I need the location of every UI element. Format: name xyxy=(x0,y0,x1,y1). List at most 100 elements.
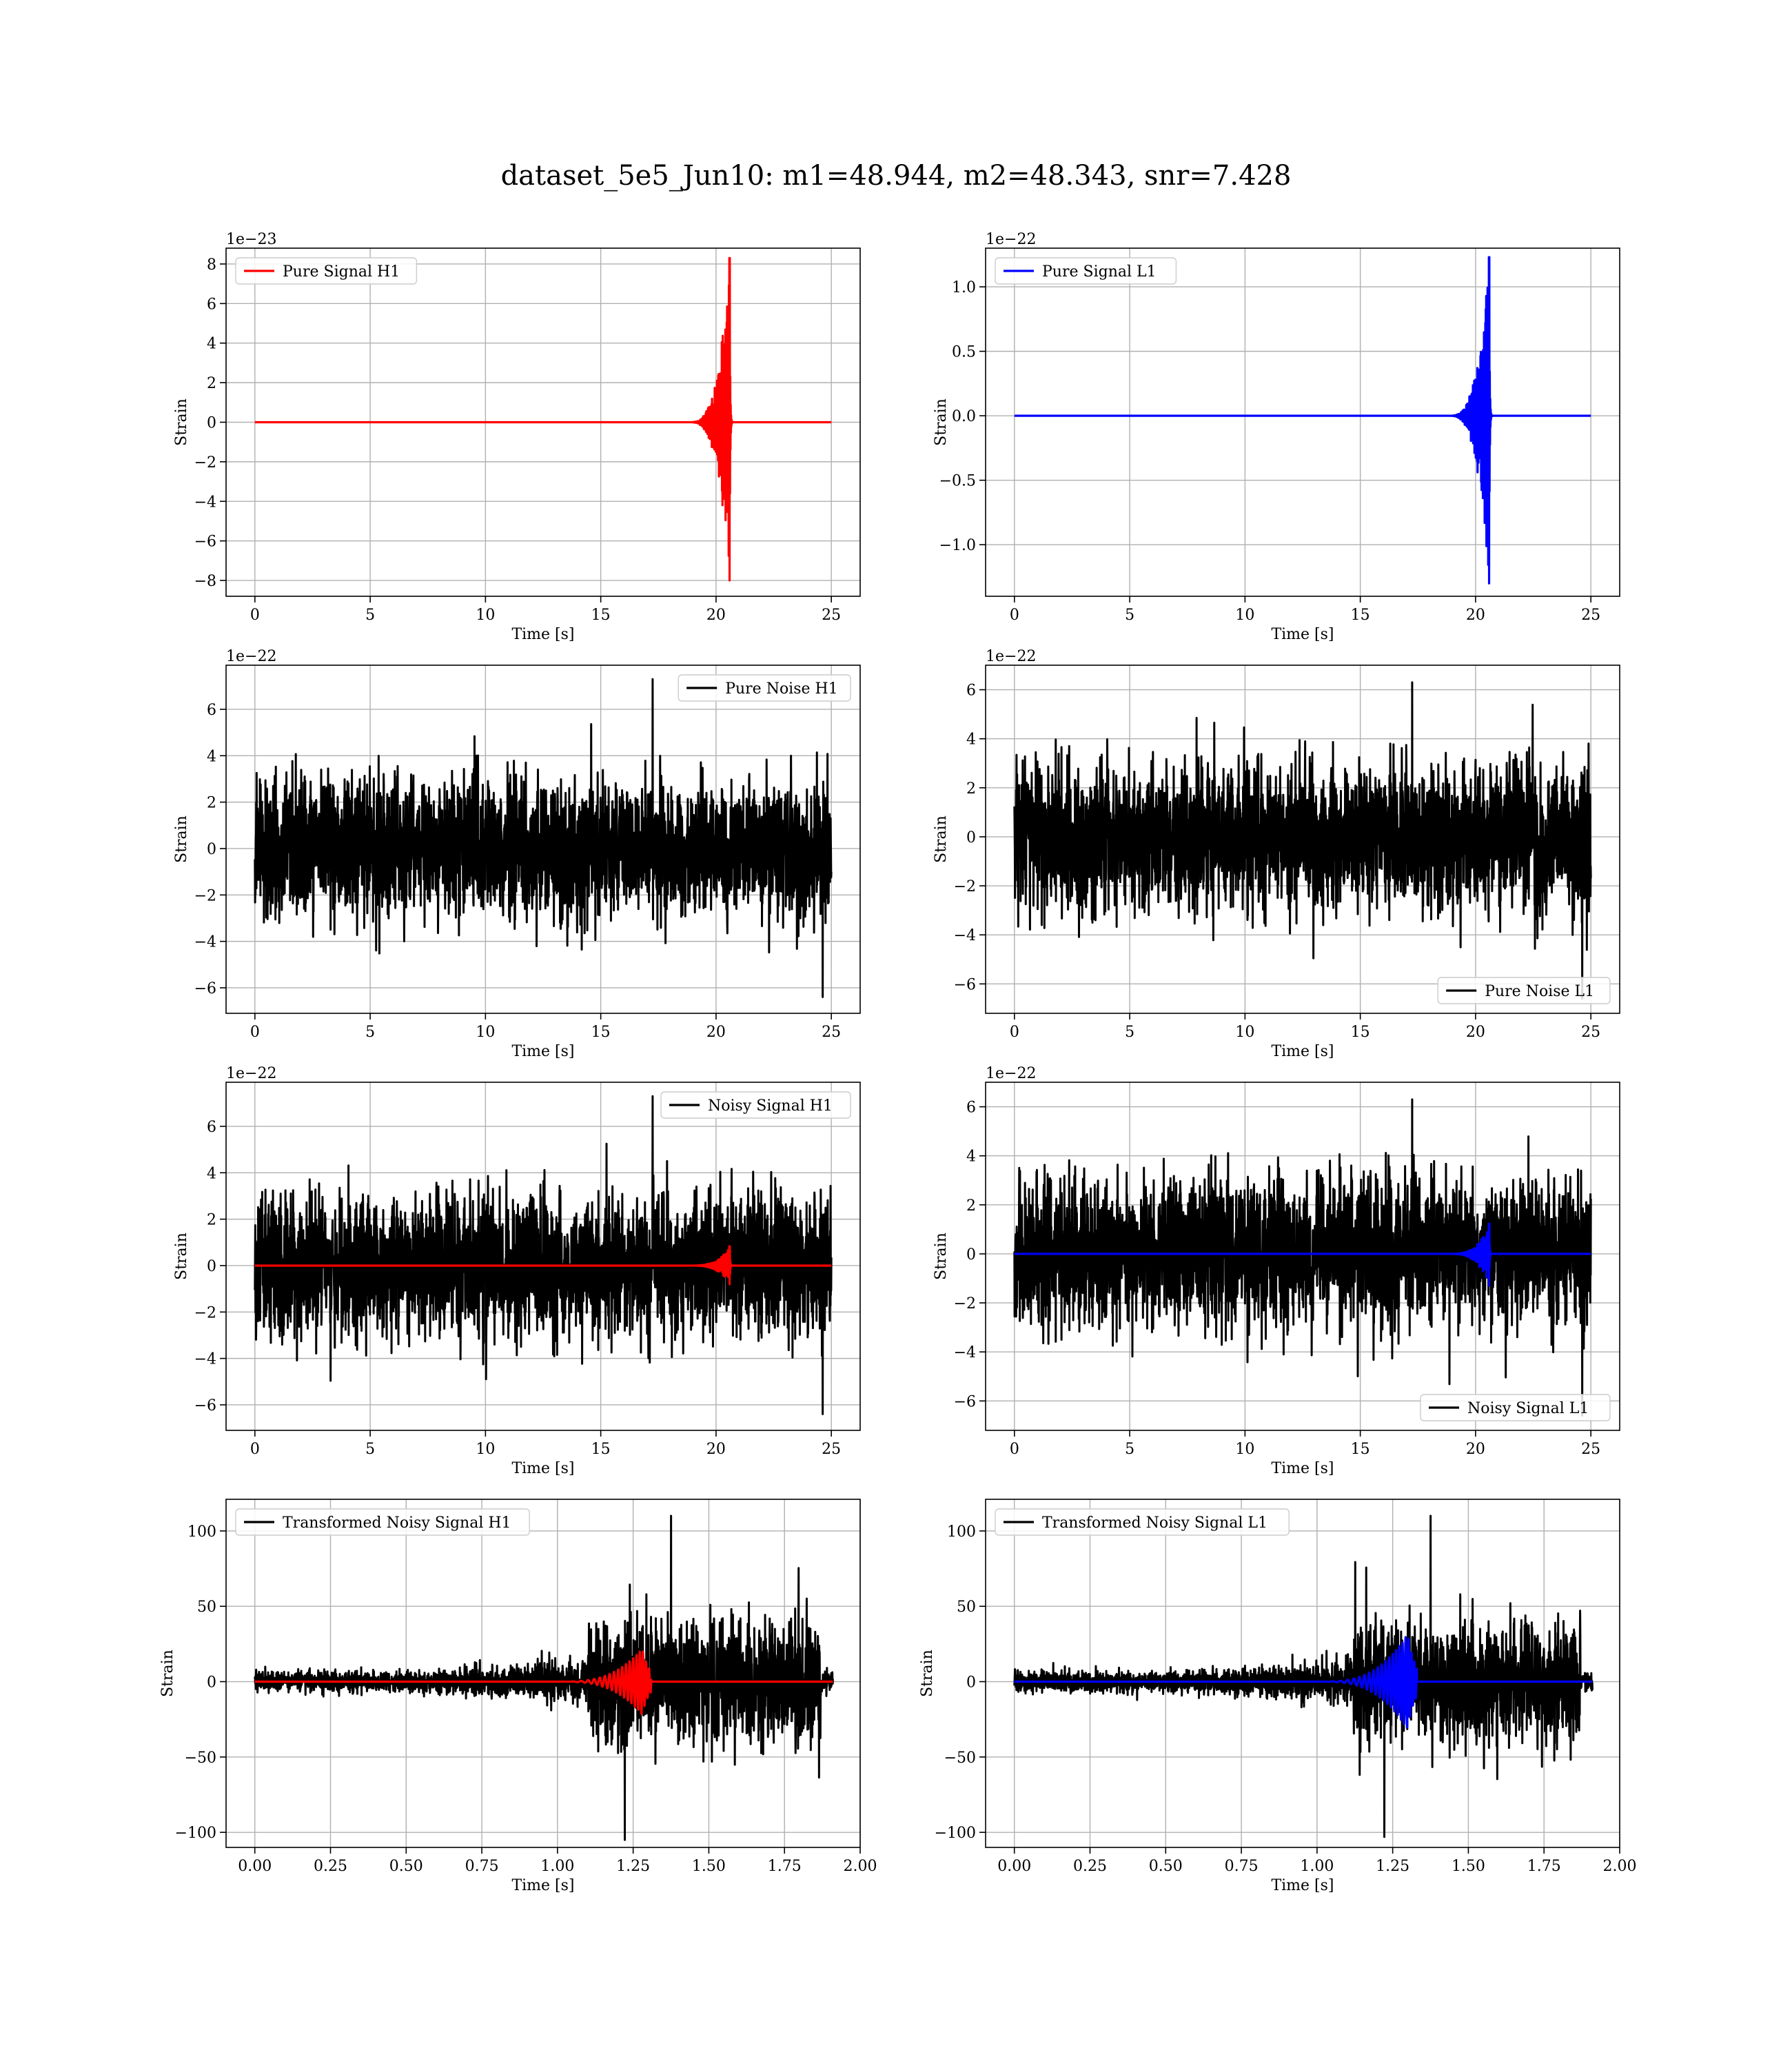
x-axis-label: Time [s] xyxy=(1271,1043,1334,1060)
x-tick-label: 5 xyxy=(1125,607,1134,624)
y-tick-label: 6 xyxy=(207,702,216,719)
y-tick-label: 2 xyxy=(207,375,216,392)
axes-frame xyxy=(985,665,1620,1014)
x-tick-label: 20 xyxy=(1466,1024,1485,1041)
y-tick-label: −100 xyxy=(175,1825,216,1842)
y-tick-label: −6 xyxy=(954,1393,976,1410)
legend: Transformed Noisy Signal H1 xyxy=(235,1508,530,1536)
grid xyxy=(986,248,1620,596)
series-group xyxy=(254,1095,833,1415)
x-tick-label: 0 xyxy=(250,1024,260,1041)
x-tick-label: 10 xyxy=(1235,1024,1254,1041)
x-axis-label: Time [s] xyxy=(1271,626,1334,643)
legend-box xyxy=(660,1091,851,1119)
x-tick-label: 15 xyxy=(591,1024,611,1041)
legend-box xyxy=(1437,977,1611,1004)
y-tick-label: 4 xyxy=(966,731,976,749)
y-offset-label: 1e−22 xyxy=(986,648,1036,665)
y-tick-label: 2 xyxy=(207,795,216,812)
legend: Noisy Signal H1 xyxy=(660,1091,851,1119)
series-group xyxy=(1013,681,1592,1000)
series-group xyxy=(1013,1514,1594,1838)
x-tick-label: 0 xyxy=(1010,1441,1019,1458)
legend-label: Pure Noise H1 xyxy=(725,680,838,698)
axes-frame xyxy=(225,1082,861,1431)
x-tick-label: 1.50 xyxy=(692,1858,726,1875)
series-group xyxy=(1013,256,1592,585)
y-tick-label: 0 xyxy=(207,415,216,432)
x-tick-label: 1.25 xyxy=(616,1858,650,1875)
x-tick-label: 5 xyxy=(1125,1024,1134,1041)
x-tick-label: 1.75 xyxy=(768,1858,802,1875)
axes-frame xyxy=(985,1082,1620,1431)
noisy-signal-l1-line xyxy=(1013,1098,1592,1417)
y-tick-label: 4 xyxy=(207,336,216,353)
y-tick-label: 0 xyxy=(207,1674,216,1692)
y-tick-label: 0 xyxy=(966,1674,976,1692)
y-tick-label: −4 xyxy=(194,934,216,951)
y-tick-label: −2 xyxy=(194,1304,216,1321)
noisy-signal-h1-line xyxy=(254,1095,833,1415)
axes-frame xyxy=(225,1499,861,1848)
y-axis-label: Strain xyxy=(919,1650,936,1697)
x-tick-label: 1.00 xyxy=(1300,1858,1334,1875)
legend-box xyxy=(1420,1394,1611,1421)
axes-frame xyxy=(225,665,861,1014)
x-tick-label: 10 xyxy=(1235,1441,1254,1458)
x-tick-label: 5 xyxy=(365,1441,375,1458)
x-axis-label: Time [s] xyxy=(1271,1460,1334,1477)
x-tick-label: 10 xyxy=(476,1024,495,1041)
transformed-noisy-signal-h1-axes: 0.00 0.25 0.50 0.75 1.00 1.25 1.50 1.75 2.00 100 5… xyxy=(159,1499,877,1894)
y-axis-label: Strain xyxy=(933,398,950,446)
legend-box xyxy=(995,257,1177,285)
x-tick-label: 15 xyxy=(1351,607,1370,624)
pure-signal-l1-line xyxy=(1013,256,1592,585)
x-tick-label: 1.75 xyxy=(1527,1858,1561,1875)
x-tick-label: 0.50 xyxy=(1149,1858,1183,1875)
series-group xyxy=(254,256,833,582)
x-tick-label: 15 xyxy=(1351,1441,1370,1458)
x-tick-label: 25 xyxy=(1581,1441,1600,1458)
figure-title: dataset_5e5_Jun10: m1=48.944, m2=48.343,… xyxy=(501,160,1292,192)
x-tick-label: 10 xyxy=(1235,607,1254,624)
x-tick-label: 2.00 xyxy=(1603,1858,1637,1875)
x-tick-label: 0.75 xyxy=(1225,1858,1259,1875)
legend-label: Pure Signal L1 xyxy=(1042,263,1157,281)
y-tick-label: −100 xyxy=(935,1825,976,1842)
legend-label: Pure Noise L1 xyxy=(1485,983,1594,1000)
y-tick-label: 1.0 xyxy=(952,279,976,296)
x-tick-label: 0.50 xyxy=(389,1858,423,1875)
y-tick-label: −0.5 xyxy=(939,473,976,490)
y-tick-label: 100 xyxy=(187,1523,216,1541)
x-tick-label: 1.50 xyxy=(1452,1858,1485,1875)
y-tick-label: −2 xyxy=(194,454,216,472)
x-tick-label: 5 xyxy=(1125,1441,1134,1458)
legend: Transformed Noisy Signal L1 xyxy=(995,1508,1290,1536)
y-offset-label: 1e−22 xyxy=(226,648,276,665)
y-axis-label: Strain xyxy=(173,815,190,863)
y-tick-label: 6 xyxy=(207,1119,216,1136)
x-tick-label: 0 xyxy=(1010,607,1019,624)
y-tick-label: −6 xyxy=(194,1397,216,1415)
x-axis-label: Time [s] xyxy=(511,1460,574,1477)
legend-box xyxy=(995,1508,1290,1536)
y-tick-label: −8 xyxy=(194,573,216,590)
x-tick-label: 20 xyxy=(1466,607,1485,624)
y-tick-label: 4 xyxy=(207,1165,216,1182)
pure-noise-h1-line xyxy=(254,678,833,998)
y-tick-label: 0 xyxy=(966,1246,976,1264)
legend-box xyxy=(235,1508,530,1536)
y-offset-label: 1e−22 xyxy=(986,1065,1036,1082)
y-axis-label: Strain xyxy=(159,1650,176,1697)
legend-box xyxy=(678,674,851,702)
y-tick-label: 2 xyxy=(207,1212,216,1229)
y-offset-label: 1e−23 xyxy=(226,231,276,248)
x-tick-label: 5 xyxy=(365,1024,375,1041)
x-tick-label: 15 xyxy=(1351,1024,1370,1041)
x-tick-label: 1.25 xyxy=(1376,1858,1409,1875)
y-tick-label: 6 xyxy=(207,296,216,313)
